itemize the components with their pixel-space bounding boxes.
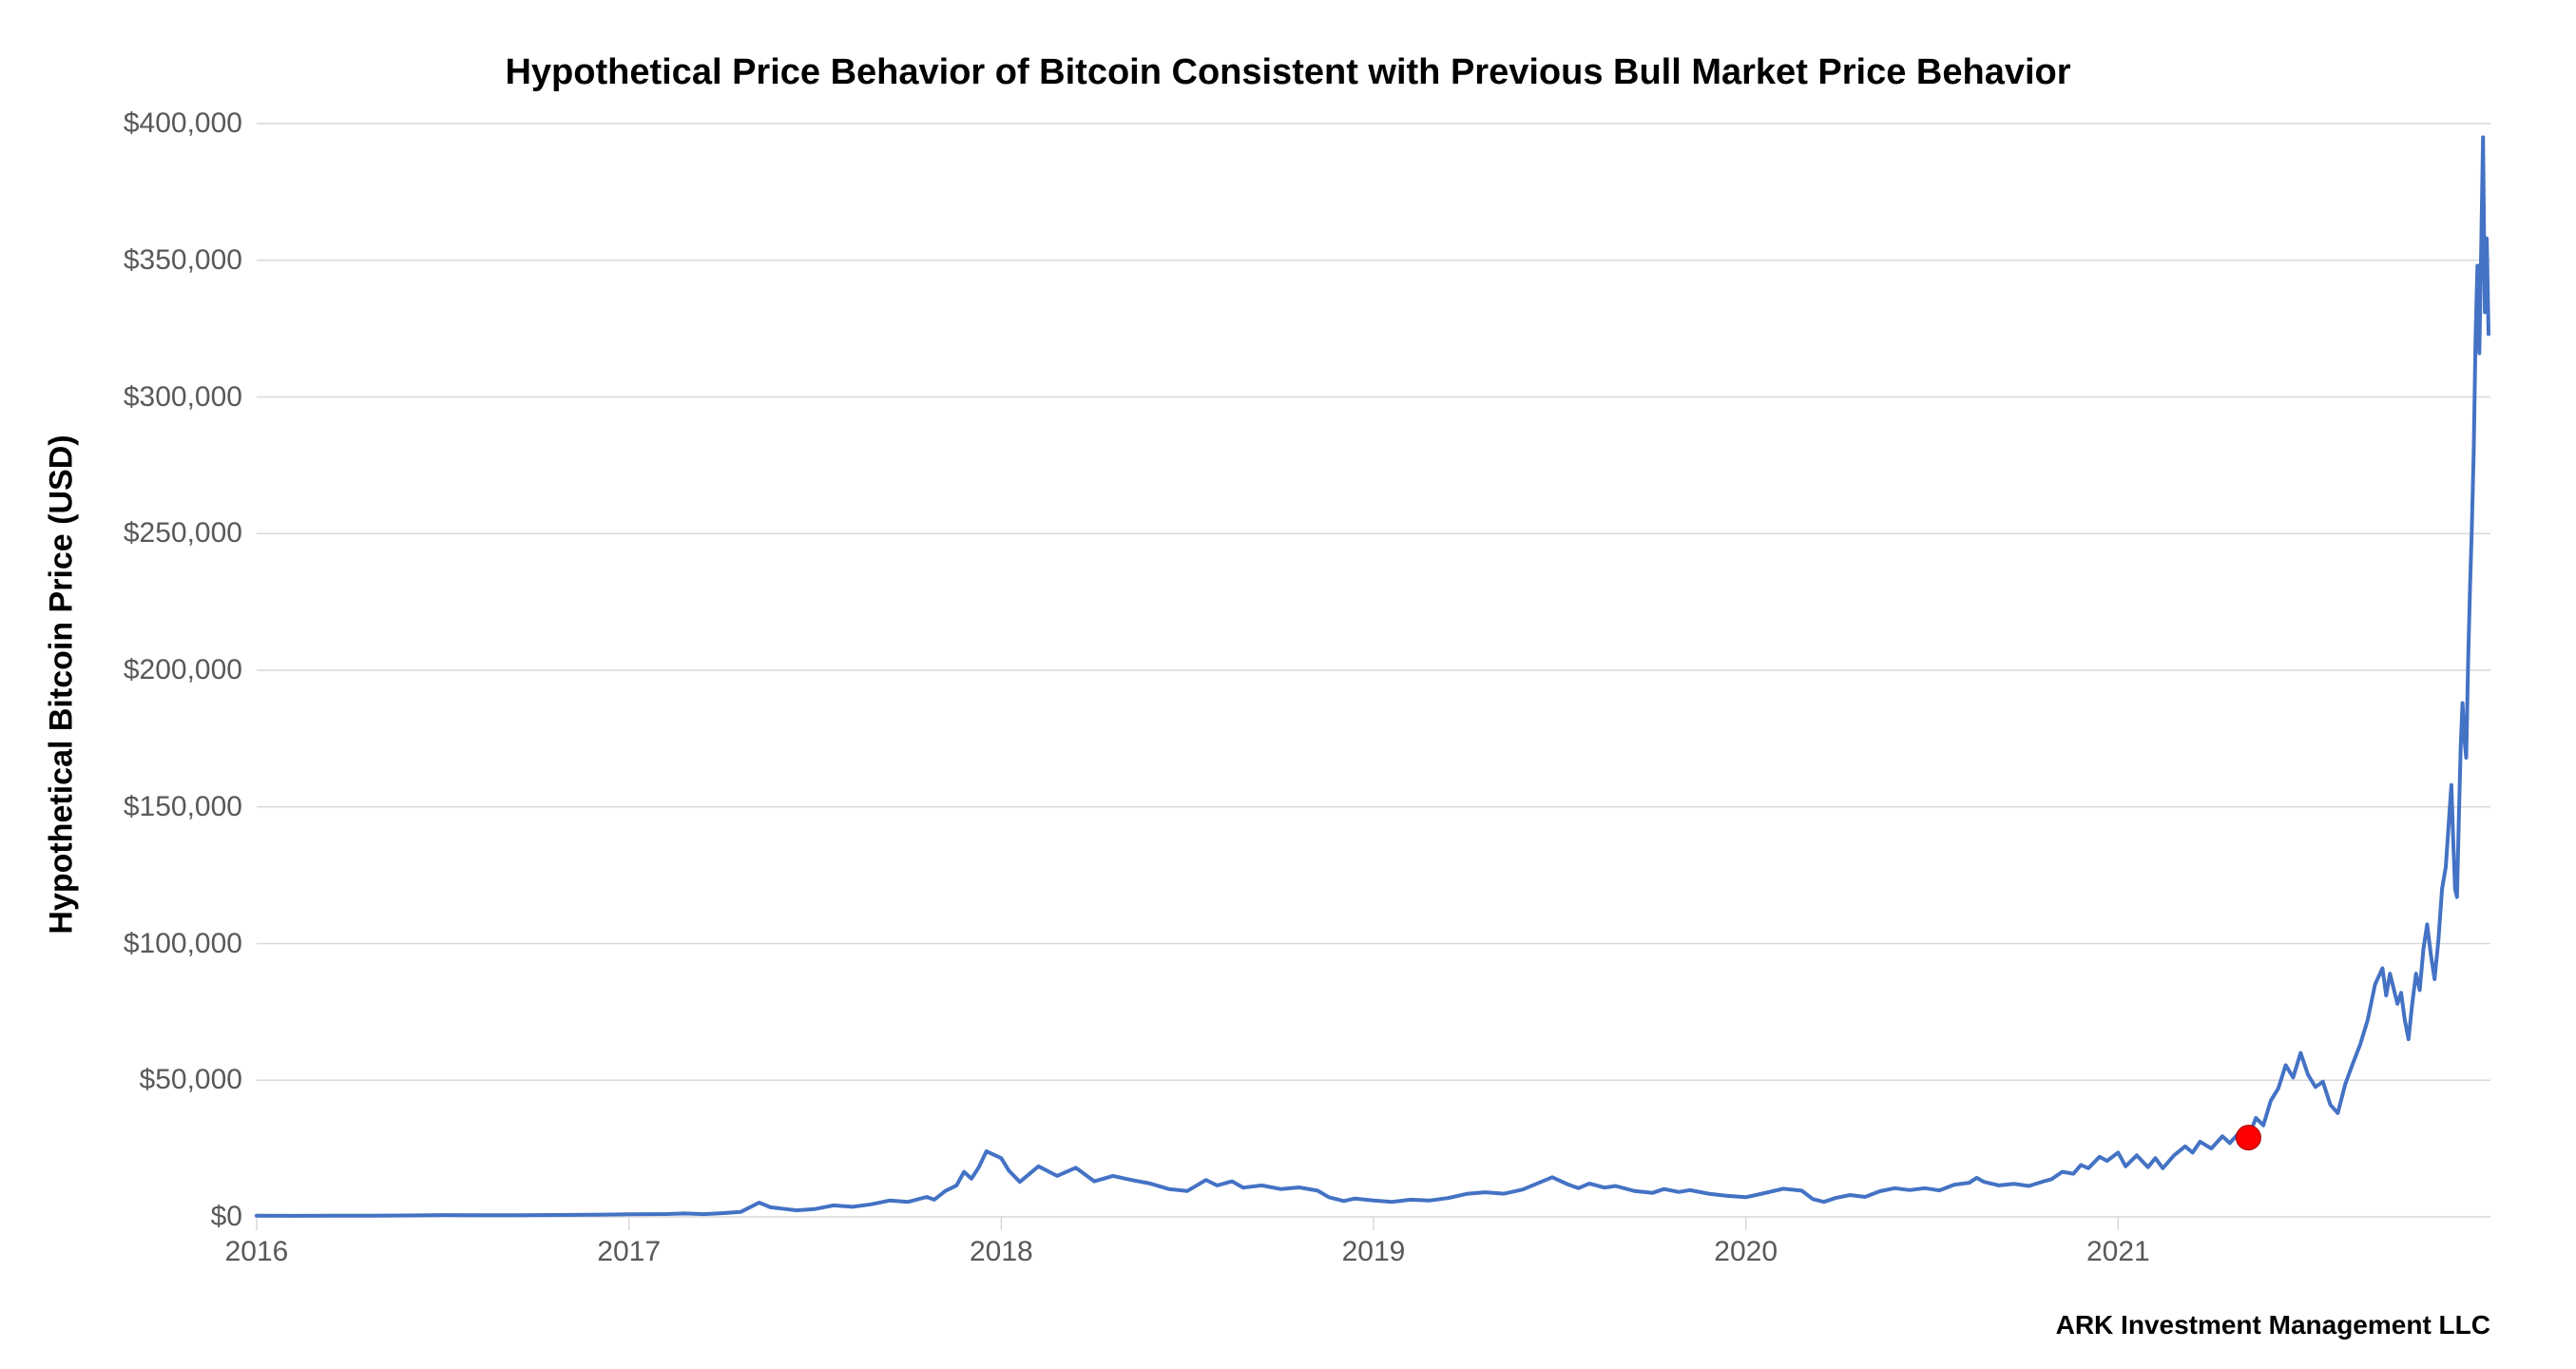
- y-tick-label: $200,000: [71, 654, 242, 686]
- y-tick-label: $50,000: [71, 1064, 242, 1096]
- x-tick-label: 2018: [970, 1236, 1033, 1268]
- page: Hypothetical Price Behavior of Bitcoin C…: [0, 0, 2576, 1369]
- price-line: [257, 137, 2489, 1216]
- x-tick-label: 2017: [597, 1236, 661, 1268]
- line-chart-svg: [257, 124, 2490, 1217]
- y-tick-label: $0: [71, 1201, 242, 1233]
- plot-area: [257, 124, 2490, 1217]
- y-tick-label: $150,000: [71, 791, 242, 823]
- x-tick-label: 2020: [1714, 1236, 1778, 1268]
- y-tick-label: $100,000: [71, 928, 242, 960]
- y-tick-label: $350,000: [71, 244, 242, 277]
- highlight-point: [2236, 1126, 2260, 1150]
- y-tick-label: $300,000: [71, 381, 242, 414]
- chart-title: Hypothetical Price Behavior of Bitcoin C…: [0, 52, 2576, 93]
- x-tick-label: 2016: [225, 1236, 289, 1268]
- attribution-text: ARK Investment Management LLC: [2056, 1310, 2490, 1340]
- y-tick-label: $400,000: [71, 107, 242, 140]
- x-tick-label: 2019: [1342, 1236, 1406, 1268]
- y-tick-label: $250,000: [71, 517, 242, 550]
- x-tick-label: 2021: [2086, 1236, 2150, 1268]
